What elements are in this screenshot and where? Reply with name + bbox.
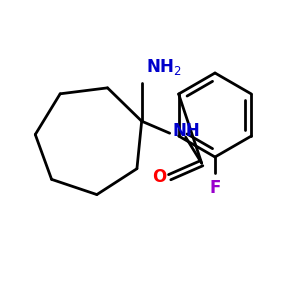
Text: NH: NH — [173, 122, 200, 140]
Text: O: O — [153, 168, 167, 186]
Text: F: F — [209, 179, 221, 197]
Text: NH$_2$: NH$_2$ — [146, 57, 181, 77]
